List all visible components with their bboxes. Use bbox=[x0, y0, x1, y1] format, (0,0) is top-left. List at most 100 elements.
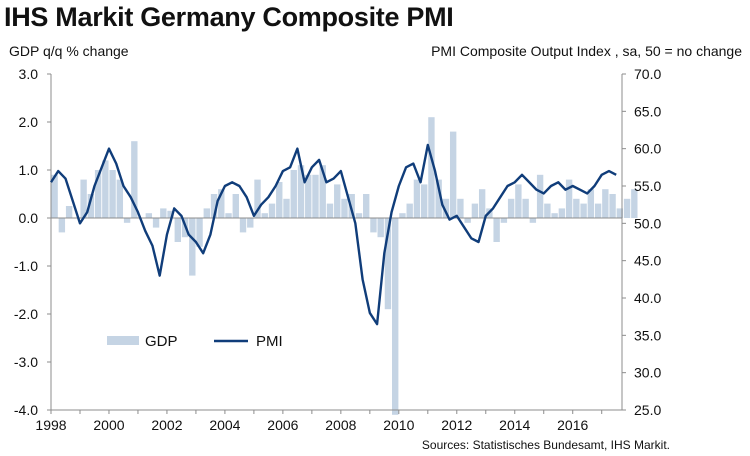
gdp-bar bbox=[565, 179, 573, 218]
right-tick-label: 60.0 bbox=[634, 141, 661, 157]
gdp-bar bbox=[594, 203, 602, 218]
left-tick-label: 0.0 bbox=[19, 210, 39, 226]
right-axis-ticks: 70.0 65.0 60.0 55.0 50.0 45.0 40.0 35.0 30.0 25.0 bbox=[622, 66, 661, 418]
gdp-bar bbox=[413, 179, 421, 218]
gdp-bar bbox=[167, 210, 174, 218]
gdp-bar bbox=[616, 208, 624, 218]
gdp-bar bbox=[196, 218, 203, 247]
right-tick-label: 25.0 bbox=[634, 402, 661, 418]
x-tick-label: 2016 bbox=[557, 417, 588, 433]
gdp-bar bbox=[464, 218, 471, 223]
gdp-bar bbox=[261, 213, 268, 218]
gdp-bar bbox=[247, 218, 254, 228]
right-tick-label: 40.0 bbox=[634, 290, 661, 306]
gdp-bar bbox=[377, 218, 384, 238]
gdp-bar bbox=[558, 208, 566, 218]
gdp-bar bbox=[623, 198, 631, 218]
gdp-bar bbox=[587, 189, 595, 218]
gdp-bar bbox=[297, 165, 305, 218]
gdp-bar bbox=[160, 208, 167, 218]
gdp-bar bbox=[290, 170, 297, 218]
x-tick-label: 2008 bbox=[325, 417, 356, 433]
gdp-bar bbox=[80, 179, 87, 218]
gdp-bar bbox=[116, 179, 124, 218]
gdp-bar bbox=[500, 218, 508, 223]
legend-pmi-label: PMI bbox=[256, 333, 283, 350]
x-axis-ticks: 1998 2000 2002 2004 2006 2008 2010 2012 2014 2016 bbox=[35, 410, 603, 433]
x-tick-label: 2006 bbox=[267, 417, 298, 433]
gdp-bar bbox=[392, 218, 399, 415]
gdp-bar bbox=[232, 194, 239, 218]
pmi-line bbox=[49, 143, 617, 326]
gdp-bar bbox=[174, 218, 181, 242]
gdp-bar bbox=[123, 218, 131, 223]
gdp-bar bbox=[276, 182, 283, 218]
gdp-bar bbox=[102, 160, 109, 218]
gdp-bar bbox=[218, 189, 225, 218]
gdp-bar bbox=[406, 203, 413, 218]
x-tick-label: 2002 bbox=[151, 417, 182, 433]
gdp-bar bbox=[478, 189, 486, 218]
right-tick-label: 35.0 bbox=[634, 327, 661, 343]
gdp-bar bbox=[210, 194, 218, 218]
gdp-bar bbox=[449, 131, 457, 218]
gdp-bars bbox=[51, 117, 638, 415]
left-tick-label: -2.0 bbox=[14, 306, 38, 322]
gdp-bar bbox=[493, 218, 500, 242]
right-axis-label: PMI Composite Output Index , sa, 50 = no… bbox=[431, 43, 742, 59]
gdp-bar bbox=[544, 203, 551, 218]
x-tick-label: 2004 bbox=[209, 417, 240, 433]
axes bbox=[50, 74, 623, 411]
gdp-bar bbox=[551, 213, 558, 218]
gdp-bar bbox=[312, 174, 319, 218]
gdp-bar bbox=[363, 194, 370, 218]
gdp-bar bbox=[609, 194, 616, 218]
gdp-bar bbox=[254, 179, 261, 218]
gdp-bar bbox=[65, 206, 73, 218]
gdp-bar bbox=[341, 198, 348, 218]
gdp-bar bbox=[87, 194, 95, 218]
gdp-bar bbox=[428, 117, 435, 218]
left-tick-label: -3.0 bbox=[14, 354, 38, 370]
left-tick-label: 2.0 bbox=[19, 114, 39, 130]
gdp-bar bbox=[305, 174, 312, 218]
gdp-bar bbox=[420, 184, 428, 218]
gdp-bar bbox=[334, 184, 341, 218]
gdp-bar bbox=[602, 189, 609, 218]
left-tick-label: -4.0 bbox=[14, 402, 38, 418]
gdp-bar bbox=[536, 174, 544, 218]
x-tick-label: 2010 bbox=[383, 417, 414, 433]
gdp-bar bbox=[225, 213, 232, 218]
gdp-bar bbox=[631, 189, 638, 218]
legend-gdp-label: GDP bbox=[145, 333, 178, 350]
right-tick-label: 45.0 bbox=[634, 253, 661, 269]
gdp-bar bbox=[109, 170, 116, 218]
gdp-bar bbox=[471, 203, 479, 218]
gdp-bar bbox=[326, 203, 334, 218]
left-axis-ticks: 3.0 2.0 1.0 0.0 -1.0 -2.0 -3.0 -4.0 bbox=[14, 66, 51, 418]
gdp-bar bbox=[189, 218, 196, 276]
left-tick-label: 1.0 bbox=[19, 162, 39, 178]
right-tick-label: 70.0 bbox=[634, 66, 661, 82]
gdp-bar bbox=[94, 170, 102, 218]
gdp-bar bbox=[239, 218, 247, 233]
gdp-bar bbox=[152, 218, 160, 228]
gdp-bar bbox=[529, 218, 537, 223]
chart-title: IHS Markit Germany Composite PMI bbox=[4, 2, 454, 32]
source-note: Sources: Statistisches Bundesamt, IHS Ma… bbox=[421, 438, 670, 452]
x-tick-label: 2012 bbox=[441, 417, 472, 433]
left-tick-label: -1.0 bbox=[14, 258, 38, 274]
chart-legend: GDP PMI bbox=[107, 333, 283, 350]
gdp-bar bbox=[203, 208, 210, 218]
x-tick-label: 1998 bbox=[35, 417, 66, 433]
gdp-bar bbox=[384, 218, 392, 310]
x-tick-label: 2014 bbox=[499, 417, 530, 433]
gdp-bar bbox=[573, 198, 580, 218]
gdp-bar bbox=[435, 179, 442, 218]
right-tick-label: 30.0 bbox=[634, 365, 661, 381]
gdp-bar bbox=[580, 203, 587, 218]
gdp-bar bbox=[131, 141, 138, 218]
gdp-bar bbox=[370, 218, 377, 233]
gdp-bar bbox=[319, 165, 326, 218]
